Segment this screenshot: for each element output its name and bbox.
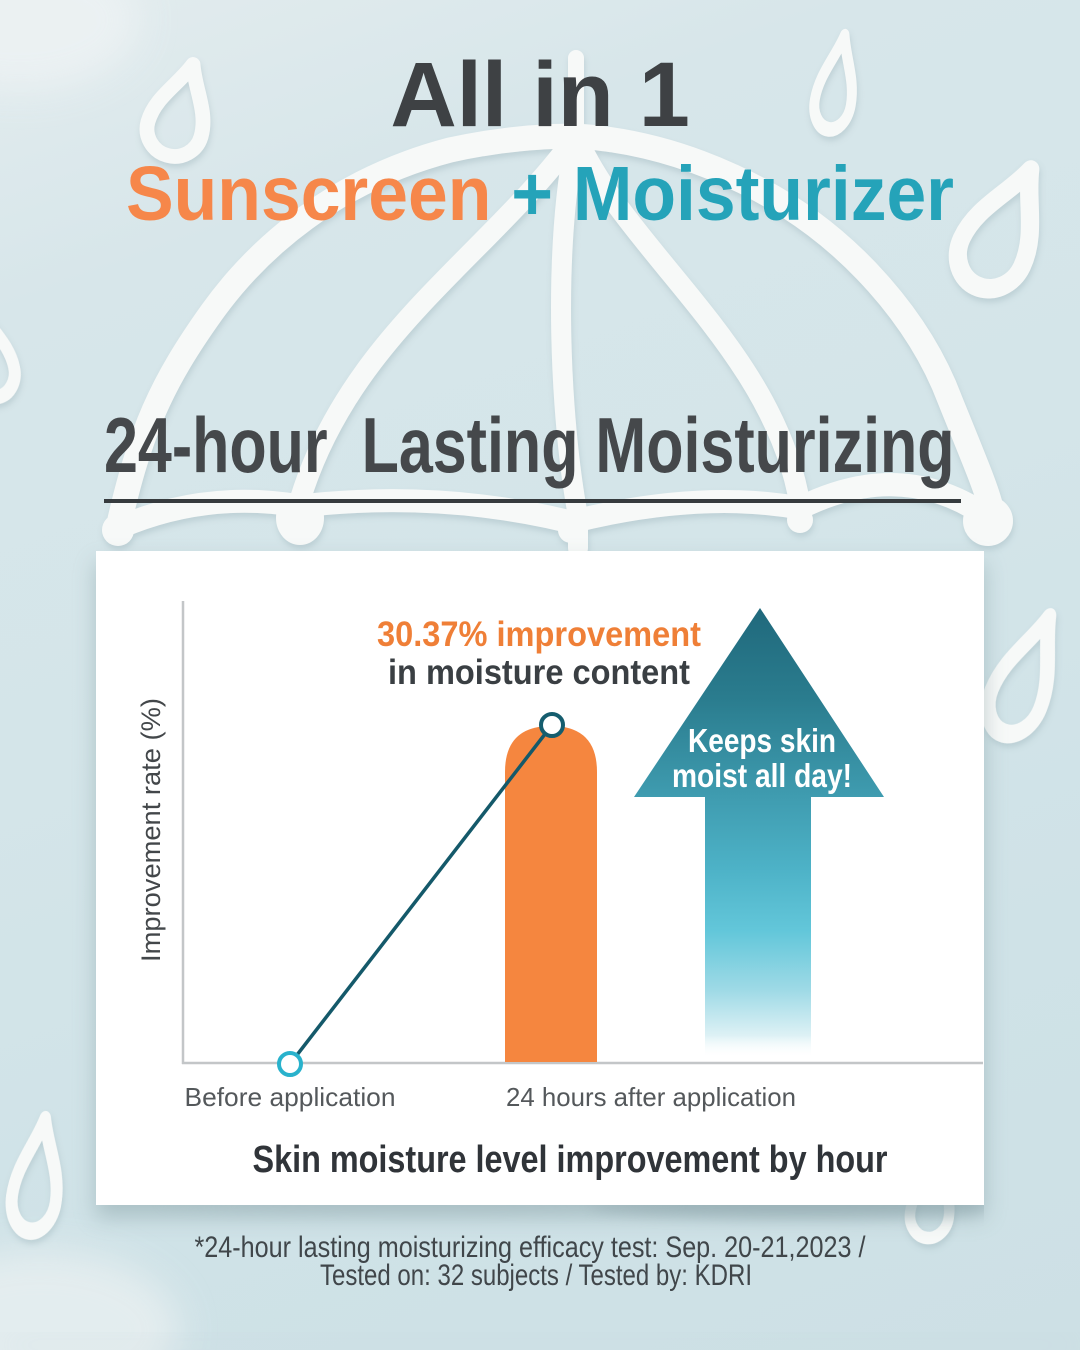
svg-text:Before application: Before application (185, 1082, 396, 1112)
svg-text:30.37% improvement: 30.37% improvement (377, 615, 701, 654)
svg-text:*24-hour lasting moisturizing: *24-hour lasting moisturizing efficacy t… (195, 1231, 867, 1264)
svg-text:Improvement rate (%): Improvement rate (%) (136, 698, 166, 962)
svg-text:in moisture content: in moisture content (388, 653, 690, 692)
svg-text:Tested on: 32 subjects / Teste: Tested on: 32 subjects / Tested by: KDRI (320, 1259, 752, 1292)
svg-text:moist all day!: moist all day! (672, 757, 852, 794)
svg-text:Keeps skin: Keeps skin (688, 722, 836, 759)
svg-text:Skin moisture level improvemen: Skin moisture level improvement by hour (253, 1139, 888, 1181)
svg-text:24 hours after application: 24 hours after application (506, 1082, 796, 1112)
